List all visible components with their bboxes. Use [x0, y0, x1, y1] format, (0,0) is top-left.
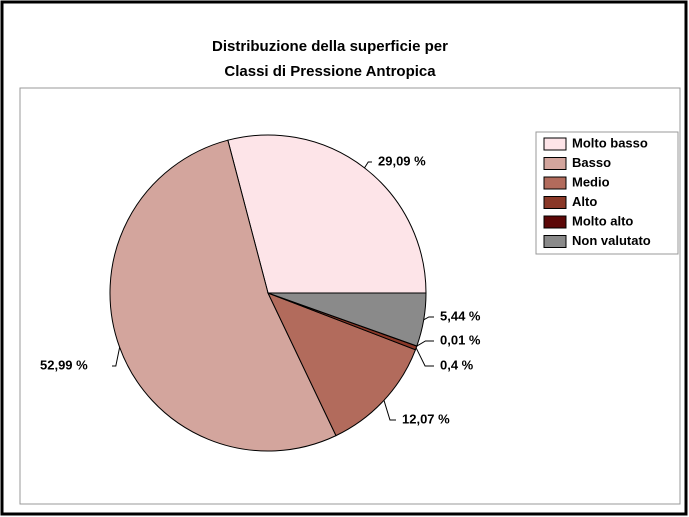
legend-swatch — [543, 196, 567, 209]
legend-label: Medio — [572, 174, 610, 189]
legend-box — [535, 131, 679, 255]
data-label: 29,09 % — [378, 153, 426, 168]
legend-label: Molto basso — [572, 135, 648, 150]
leader-line — [383, 400, 396, 421]
legend-label: Non valutato — [572, 233, 651, 248]
data-label: 0,4 % — [440, 357, 474, 372]
legend-swatch — [543, 137, 567, 151]
data-label: 0,01 % — [440, 332, 481, 347]
pie-slice — [227, 134, 427, 294]
legend-label: Alto — [572, 194, 597, 209]
leader-line — [416, 340, 434, 347]
leader-line — [423, 316, 434, 321]
legend-label: Basso — [572, 155, 611, 170]
legend-label: Molto alto — [572, 213, 633, 228]
leader-line — [364, 161, 372, 169]
chart-title: Classi di Pressione Antropica — [224, 63, 436, 80]
data-label: 5,44 % — [440, 308, 481, 323]
legend-swatch — [543, 176, 567, 190]
chart-title: Distribuzione della superficie per — [212, 38, 448, 55]
legend-swatch — [543, 157, 567, 170]
leader-line — [415, 347, 434, 367]
leader-line — [112, 347, 121, 367]
legend-swatch — [543, 235, 567, 248]
legend-swatch — [543, 215, 567, 229]
data-label: 12,07 % — [402, 411, 450, 426]
pie-slice — [109, 139, 337, 452]
data-label: 52,99 % — [40, 357, 88, 372]
